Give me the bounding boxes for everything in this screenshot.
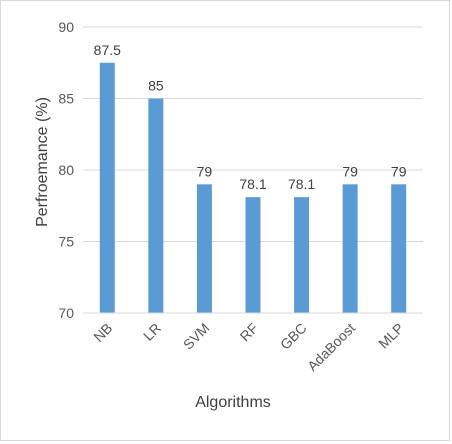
x-tick-label: RF — [237, 320, 262, 345]
x-tick-label: LR — [140, 320, 164, 344]
bars — [99, 62, 407, 313]
data-label: 85 — [148, 78, 164, 94]
y-tick-label: 80 — [58, 162, 74, 178]
y-tick-label: 70 — [58, 305, 74, 321]
y-axis-ticks: 70 75 80 85 90 — [58, 19, 74, 321]
data-labels: 87.5 85 79 78.1 78.1 79 79 — [94, 42, 407, 192]
bar — [99, 62, 115, 313]
data-label: 79 — [342, 163, 358, 179]
x-axis-title: Algorithms — [195, 394, 271, 411]
data-label: 79 — [391, 163, 407, 179]
x-tick-label: SVM — [180, 320, 213, 353]
y-axis-title: Perfroemance (%) — [34, 97, 51, 227]
bar — [196, 184, 212, 313]
data-label: 79 — [197, 163, 213, 179]
data-label: 87.5 — [94, 42, 121, 58]
bar — [391, 184, 407, 313]
x-tick-label: AdaBoost — [304, 320, 358, 374]
x-tick-label: GBC — [277, 320, 310, 353]
y-tick-label: 90 — [58, 19, 74, 35]
bar — [342, 184, 358, 313]
x-tick-label: NB — [90, 320, 115, 345]
bar — [148, 98, 164, 313]
data-label: 78.1 — [288, 176, 315, 192]
bar — [245, 197, 261, 313]
data-label: 78.1 — [239, 176, 266, 192]
x-tick-label: MLP — [375, 320, 407, 352]
bar — [294, 197, 310, 313]
y-tick-label: 85 — [58, 91, 74, 107]
y-tick-label: 75 — [58, 234, 74, 250]
